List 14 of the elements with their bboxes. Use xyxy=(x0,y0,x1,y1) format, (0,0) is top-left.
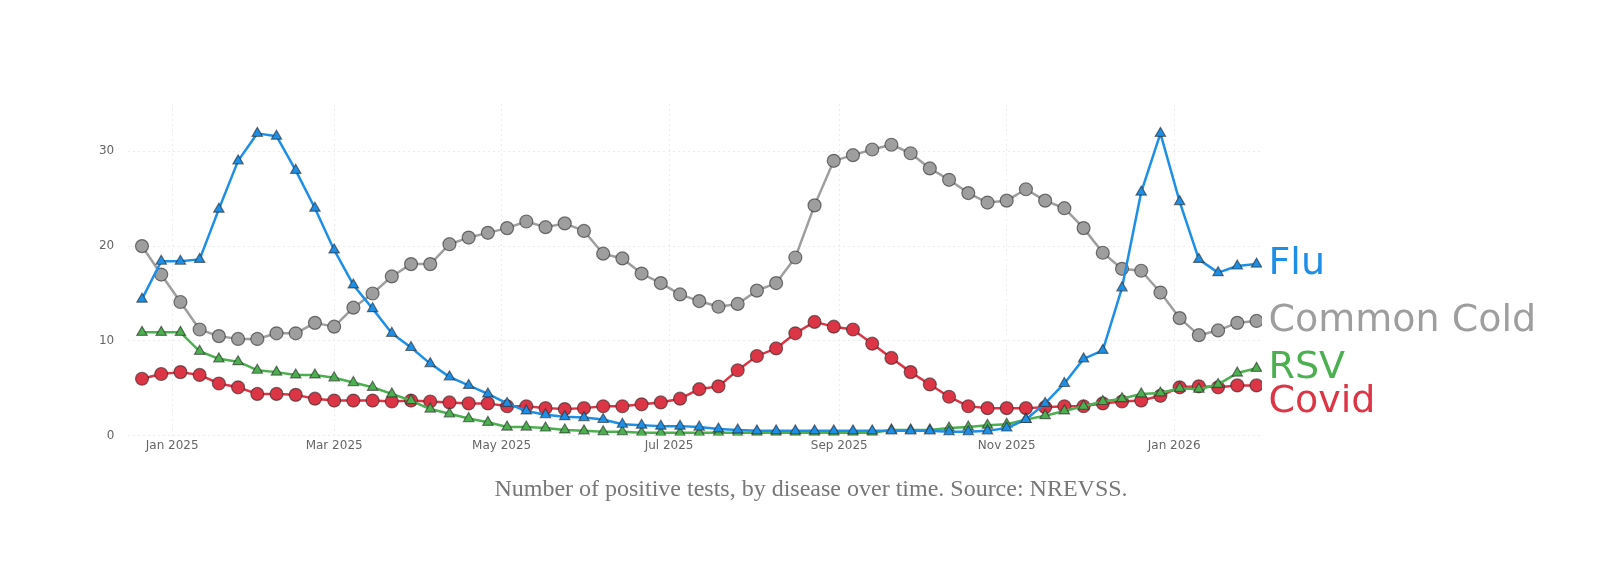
x-tick-label: Jan 2026 xyxy=(1146,437,1201,452)
series-label: Common Cold xyxy=(1268,295,1537,340)
y-tick-label: 0 xyxy=(106,427,115,442)
x-tick-label: Jan 2025 xyxy=(144,437,199,452)
x-tick-label: Nov 2025 xyxy=(977,437,1036,452)
text: Number of positive tests, by disease over time. Source: NREVSS. xyxy=(493,474,1129,503)
series-label: Flu xyxy=(1268,238,1326,283)
y-tick-label: 30 xyxy=(98,143,115,158)
x-tick-label: Jul 2025 xyxy=(643,437,694,452)
y-tick-label: 20 xyxy=(98,238,115,253)
x-tick-label: Sep 2025 xyxy=(810,437,868,452)
x-tick-label: May 2025 xyxy=(472,437,532,452)
y-tick-label: 10 xyxy=(98,332,115,347)
x-tick-label: Mar 2025 xyxy=(305,437,363,452)
